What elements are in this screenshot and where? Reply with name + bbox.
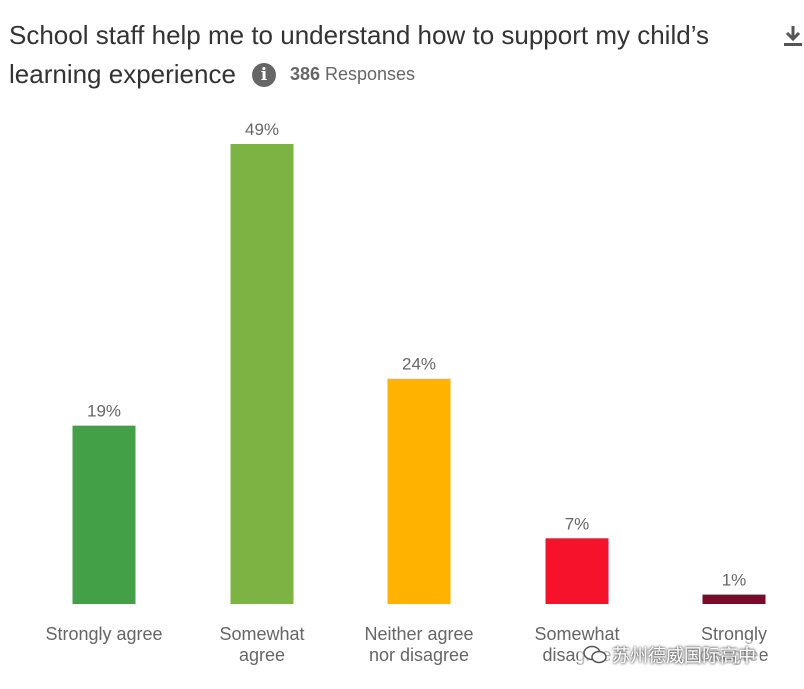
info-icon[interactable]: i xyxy=(251,63,276,87)
category-label-strongly-disagree: Strongly xyxy=(701,624,767,644)
bar-somewhat-agree[interactable] xyxy=(230,144,294,604)
download-button[interactable] xyxy=(779,22,804,50)
value-label-somewhat-disagree: 7% xyxy=(565,514,590,533)
chat-bubble-icon xyxy=(583,645,607,664)
watermark-text: 苏州德威国际高中 xyxy=(612,646,756,667)
bar-somewhat-disagree[interactable] xyxy=(545,538,609,604)
bar-strongly-disagree[interactable] xyxy=(702,594,766,604)
responses-label: Responses xyxy=(325,64,416,84)
bar-neither-agree-nor-disagree[interactable] xyxy=(387,378,451,604)
category-label-neither-agree-nor-disagree: nor disagree xyxy=(369,645,469,665)
value-label-neither-agree-nor-disagree: 24% xyxy=(402,355,436,374)
value-label-somewhat-agree: 49% xyxy=(245,120,279,139)
category-label-neither-agree-nor-disagree: Neither agree xyxy=(364,624,473,644)
watermark: 苏州德威国际高中 xyxy=(578,641,760,669)
chart-title: School staff help me to understand how t… xyxy=(9,16,749,94)
value-label-strongly-disagree: 1% xyxy=(722,571,747,590)
responses-count: 386 Responses xyxy=(290,64,415,84)
responses-number: 386 xyxy=(289,64,320,84)
category-label-somewhat-disagree: Somewhat xyxy=(534,624,619,644)
value-label-strongly-agree: 19% xyxy=(87,402,121,421)
bar-strongly-agree[interactable] xyxy=(72,425,136,604)
category-label-somewhat-agree: Somewhat xyxy=(219,624,304,644)
download-icon xyxy=(784,26,802,46)
category-label-strongly-agree: Strongly agree xyxy=(45,624,162,644)
chart-title-text: School staff help me to understand how t… xyxy=(9,20,709,89)
category-label-somewhat-agree: agree xyxy=(239,645,285,665)
